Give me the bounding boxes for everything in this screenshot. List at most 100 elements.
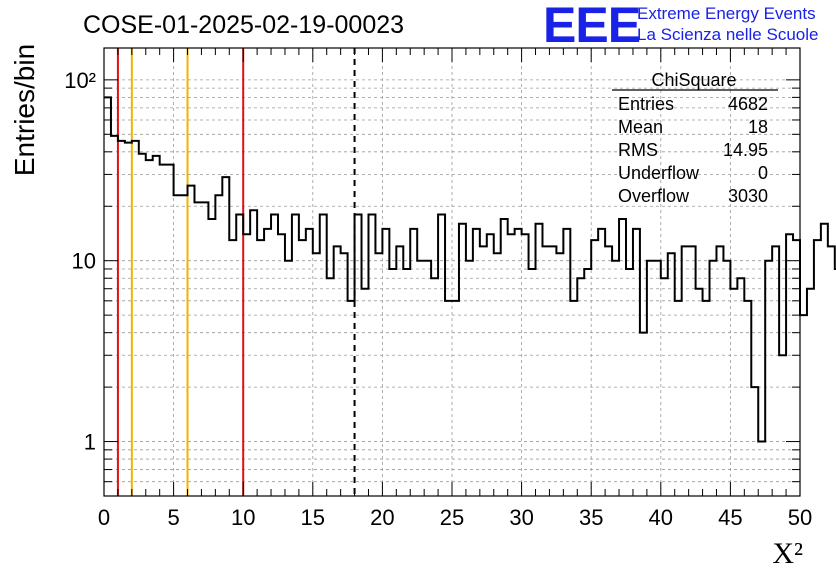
histogram-bin	[160, 165, 167, 496]
histogram-bin	[285, 261, 292, 496]
grid	[104, 48, 800, 497]
histogram-bin	[730, 289, 737, 496]
histogram-bin	[278, 234, 285, 496]
histogram-bin	[313, 253, 320, 496]
histogram-bin	[118, 141, 125, 496]
histogram-bin	[647, 261, 654, 496]
histogram-bin	[772, 246, 779, 496]
stats-value-overflow: 3030	[728, 186, 768, 206]
x-tick-label: 35	[579, 505, 603, 530]
chart-title: COSE-01-2025-02-19-00023	[83, 11, 404, 39]
histogram-bin	[696, 289, 703, 496]
histogram-bin	[556, 253, 563, 496]
histogram-bin	[508, 234, 515, 496]
histogram-bin	[821, 224, 828, 496]
stats-value-underflow: 0	[758, 163, 768, 183]
histogram-bin	[153, 156, 160, 496]
histogram-bin	[487, 234, 494, 496]
y-axis-label: Entries/bin	[9, 44, 40, 176]
x-tick-label: 5	[167, 505, 179, 530]
histogram-bin	[466, 261, 473, 496]
histogram-bin	[445, 301, 452, 496]
histogram-bin	[549, 246, 556, 496]
histogram-bin	[640, 333, 647, 496]
histogram-bin	[243, 234, 250, 496]
histogram-bin	[201, 202, 208, 496]
stats-label-overflow: Overflow	[618, 186, 690, 206]
histogram-bin	[362, 289, 369, 496]
logo-line-2: La Scienza nelle Scuole	[637, 25, 818, 44]
y-tick-label: 10²	[64, 68, 96, 93]
histogram-bin	[612, 261, 619, 496]
x-tick-label: 45	[718, 505, 742, 530]
histogram-bin	[529, 269, 536, 496]
histogram-bin	[703, 301, 710, 496]
histogram-bin	[814, 240, 821, 496]
histogram-bars	[104, 96, 836, 496]
stats-label-rms: RMS	[618, 140, 658, 160]
x-tick-label: 20	[370, 505, 394, 530]
histogram-bin	[536, 224, 543, 496]
stats-value-entries: 4682	[728, 94, 768, 114]
histogram-outline	[104, 96, 836, 443]
histogram-bin	[522, 234, 529, 496]
x-tick-label: 50	[788, 505, 812, 530]
histogram-bin	[459, 224, 466, 496]
histogram-bin	[786, 234, 793, 496]
histogram-bin	[584, 269, 591, 496]
axes: 0 5 10 15 20 25 30 35 40 45 50 1 10 10²	[64, 48, 812, 530]
stats-name: ChiSquare	[651, 70, 736, 90]
histogram-bin	[723, 261, 730, 496]
histogram-bin	[689, 246, 696, 496]
histogram-bin	[104, 97, 111, 496]
histogram-bin	[654, 261, 661, 496]
histogram-bin	[828, 246, 835, 496]
x-tick-label: 40	[649, 505, 673, 530]
histogram-bin	[424, 261, 431, 496]
histogram-bin	[626, 269, 633, 496]
x-tick-label: 10	[231, 505, 255, 530]
histogram-bin	[605, 246, 612, 496]
x-tick-label: 0	[98, 505, 110, 530]
histogram-bin	[494, 253, 501, 496]
histogram-bin	[779, 355, 786, 496]
histogram-bin	[800, 315, 807, 496]
histogram-bin	[250, 210, 257, 496]
histogram-bin	[480, 246, 487, 496]
histogram-bin	[396, 246, 403, 496]
histogram-bin	[744, 301, 751, 496]
y-tick-label: 1	[84, 430, 96, 455]
histogram-bin	[215, 195, 222, 496]
histogram-bin	[710, 261, 717, 496]
x-tick-label: 25	[440, 505, 464, 530]
stats-label-entries: Entries	[618, 94, 674, 114]
histogram-bin	[334, 246, 341, 496]
reference-lines	[116, 48, 356, 496]
histogram-bin	[682, 246, 689, 496]
stats-value-mean: 18	[748, 117, 768, 137]
histogram-bin	[765, 261, 772, 496]
histogram-bin	[716, 246, 723, 496]
histogram-bin	[403, 269, 410, 496]
histogram-bin	[375, 253, 382, 496]
histogram-bin	[570, 301, 577, 496]
x-tick-label: 15	[301, 505, 325, 530]
stats-box: ChiSquare Entries 4682 Mean 18 RMS 14.95…	[612, 70, 778, 206]
histogram-bin	[132, 141, 139, 496]
histogram-bin	[174, 195, 181, 496]
histogram-bin	[389, 269, 396, 496]
histogram-bin	[417, 261, 424, 496]
histogram-bin	[668, 253, 675, 496]
x-tick-label: 30	[509, 505, 533, 530]
histogram-bin	[139, 154, 146, 496]
stats-label-underflow: Underflow	[618, 163, 700, 183]
y-tick-label: 10	[72, 249, 96, 274]
histogram-bin	[348, 301, 355, 496]
stats-value-rms: 14.95	[723, 140, 768, 160]
logo-line-1: Extreme Energy Events	[637, 4, 816, 23]
stats-label-mean: Mean	[618, 117, 663, 137]
logo-text: EEE	[543, 0, 640, 53]
histogram-bin	[452, 301, 459, 496]
histogram-bin	[341, 253, 348, 496]
